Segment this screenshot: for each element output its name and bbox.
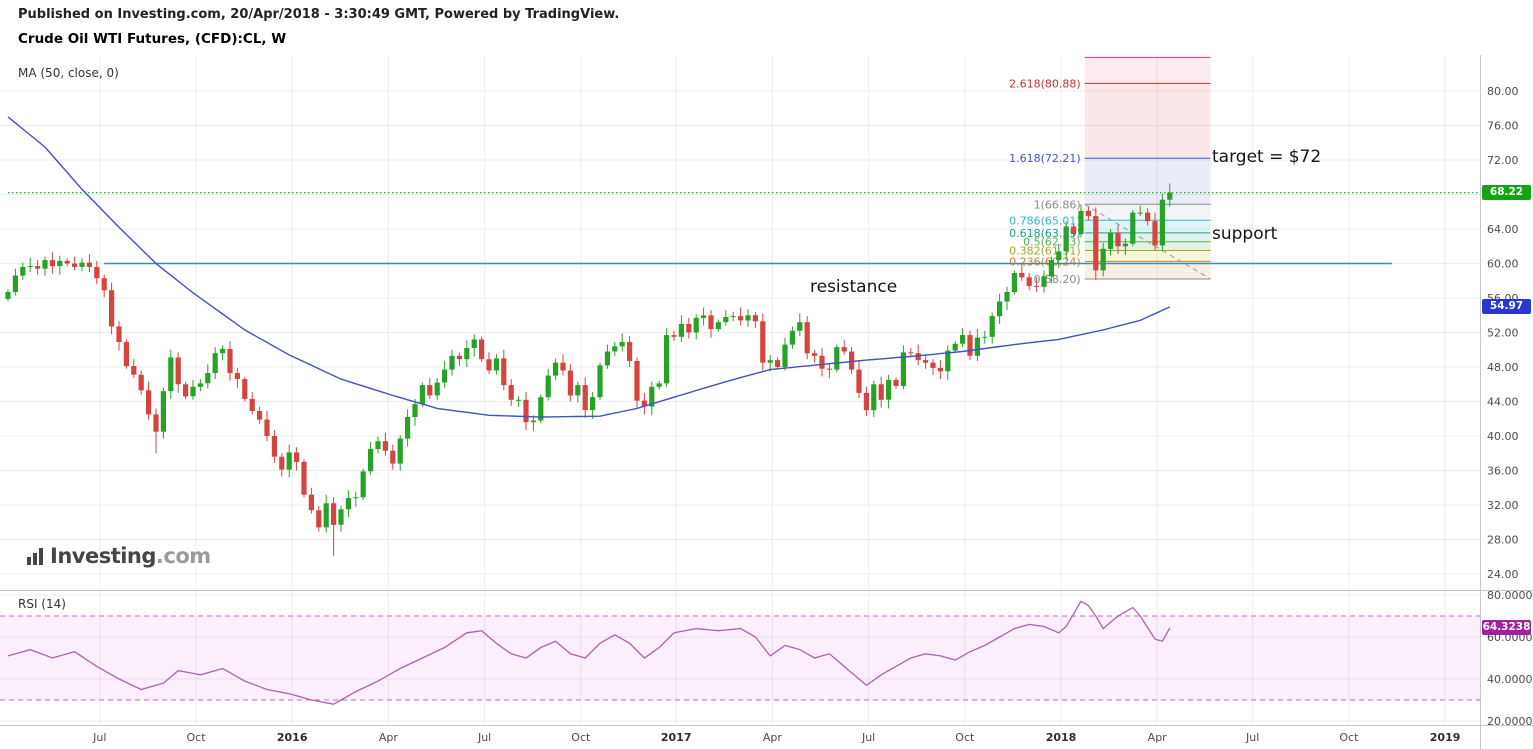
- rsi-line: [7, 600, 1171, 705]
- svg-text:60.00: 60.00: [1487, 258, 1519, 271]
- rsi-pane[interactable]: [0, 600, 1480, 705]
- svg-text:Jul: Jul: [1245, 731, 1259, 744]
- svg-text:2018: 2018: [1046, 731, 1077, 744]
- svg-text:80.00: 80.00: [1487, 85, 1519, 98]
- ma50-line[interactable]: [7, 116, 1171, 418]
- svg-text:44.00: 44.00: [1487, 396, 1519, 409]
- svg-text:76.00: 76.00: [1487, 120, 1519, 133]
- svg-text:0.236(60.24): 0.236(60.24): [1009, 255, 1081, 268]
- svg-text:48.00: 48.00: [1487, 361, 1519, 374]
- svg-text:Jul: Jul: [477, 731, 491, 744]
- svg-text:Oct: Oct: [186, 731, 206, 744]
- svg-text:36.00: 36.00: [1487, 465, 1519, 478]
- logo-text: Investing: [50, 544, 156, 568]
- ma-indicator-label: MA (50, close, 0): [18, 66, 119, 80]
- investing-logo: Investing .com: [26, 544, 211, 568]
- annotation-resistance[interactable]: resistance: [810, 277, 898, 297]
- svg-text:Oct: Oct: [1339, 731, 1359, 744]
- svg-text:0.382(61.51): 0.382(61.51): [1009, 245, 1081, 258]
- svg-text:20.0000: 20.0000: [1487, 715, 1533, 728]
- bar-chart-icon: [27, 548, 43, 565]
- svg-text:40.0000: 40.0000: [1487, 673, 1533, 686]
- rsi-value-badge: 64.3238: [1482, 620, 1531, 635]
- svg-text:0.786(65.01): 0.786(65.01): [1009, 214, 1081, 227]
- pane-separators: [0, 55, 1533, 749]
- svg-text:24.00: 24.00: [1487, 568, 1519, 581]
- logo-tld: .com: [155, 544, 211, 568]
- svg-text:2017: 2017: [661, 731, 692, 744]
- ma-value-badge: 54.97: [1482, 299, 1531, 314]
- annotation-support[interactable]: support: [1212, 224, 1278, 244]
- svg-text:32.00: 32.00: [1487, 499, 1519, 512]
- candles: [5, 183, 1173, 556]
- svg-text:Apr: Apr: [1148, 731, 1168, 744]
- svg-text:72.00: 72.00: [1487, 154, 1519, 167]
- svg-text:0.618(63.55): 0.618(63.55): [1009, 227, 1081, 240]
- svg-text:80.0000: 80.0000: [1487, 589, 1533, 602]
- svg-text:Jul: Jul: [92, 731, 106, 744]
- svg-text:52.00: 52.00: [1487, 327, 1519, 340]
- annotation-target[interactable]: target = $72: [1212, 147, 1322, 167]
- publish-info: Published on Investing.com, 20/Apr/2018 …: [18, 7, 620, 22]
- chart-title: Crude Oil WTI Futures, (CFD):CL, W: [18, 31, 287, 47]
- time-axis[interactable]: Jul Oct 2016 Apr Jul Oct 2017 Apr Jul Oct 2018 Apr J…: [92, 731, 1460, 744]
- svg-text:1.618(72.21): 1.618(72.21): [1009, 152, 1081, 165]
- svg-text:1(66.86): 1(66.86): [1034, 198, 1081, 211]
- svg-text:28.00: 28.00: [1487, 534, 1519, 547]
- svg-text:40.00: 40.00: [1487, 430, 1519, 443]
- svg-text:Jul: Jul: [861, 731, 875, 744]
- last-price-badge: 68.22: [1482, 185, 1531, 200]
- fib-extension-zone[interactable]: 2.618(80.88) 1.618(72.21) 1(66.86) 0.786(65…: [1009, 56, 1211, 286]
- svg-text:0(58.20): 0(58.20): [1034, 273, 1081, 286]
- rsi-indicator-label: RSI (14): [18, 597, 66, 611]
- svg-text:Apr: Apr: [379, 731, 399, 744]
- svg-text:Oct: Oct: [571, 731, 591, 744]
- svg-text:Apr: Apr: [763, 731, 783, 744]
- svg-text:2016: 2016: [277, 731, 308, 744]
- svg-text:2.618(80.88): 2.618(80.88): [1009, 77, 1081, 90]
- svg-text:64.00: 64.00: [1487, 223, 1519, 236]
- svg-text:2019: 2019: [1430, 731, 1461, 744]
- svg-text:Oct: Oct: [955, 731, 975, 744]
